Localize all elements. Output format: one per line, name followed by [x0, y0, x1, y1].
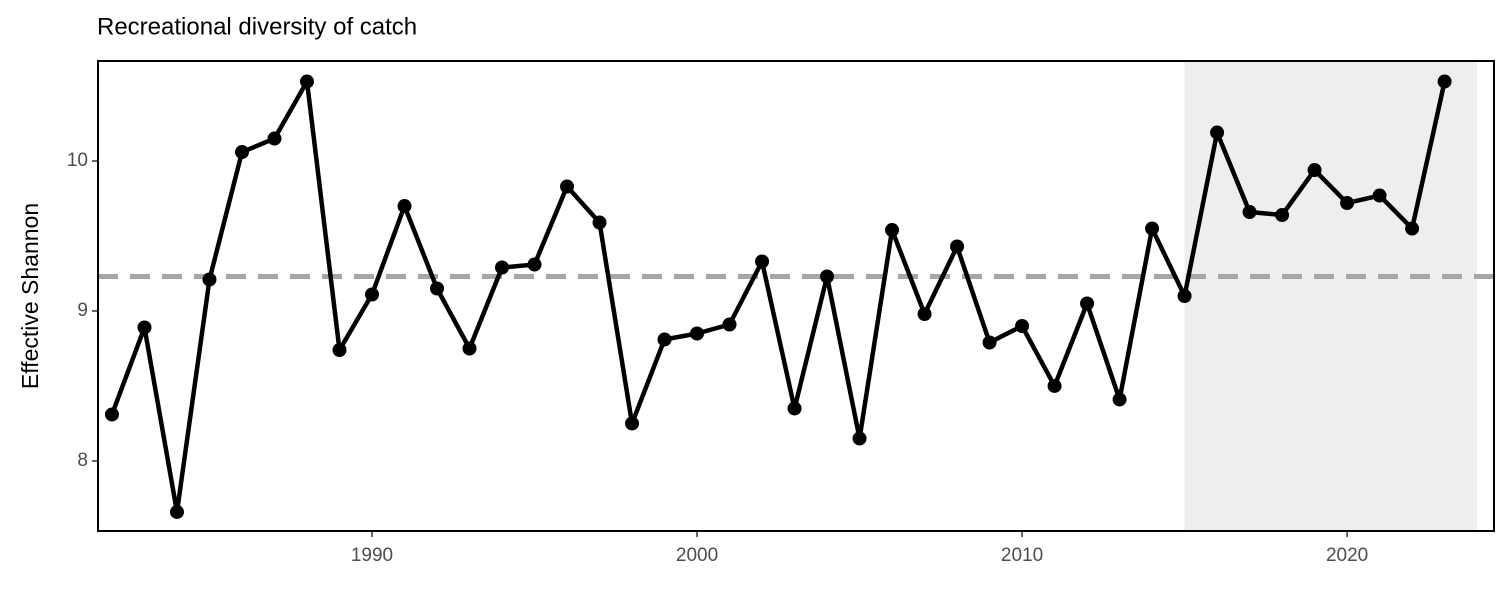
data-point — [560, 179, 575, 194]
shaded-region — [1184, 61, 1478, 531]
data-point — [430, 281, 445, 296]
data-point — [917, 306, 932, 321]
data-point — [364, 287, 379, 302]
data-point — [137, 320, 152, 335]
data-point — [657, 332, 672, 347]
data-point — [267, 131, 282, 146]
data-point — [397, 199, 412, 214]
data-point — [852, 431, 867, 446]
data-point — [1275, 208, 1290, 223]
plot-border — [97, 60, 1495, 532]
data-point — [462, 341, 477, 356]
data-point — [1015, 318, 1030, 333]
data-line — [109, 79, 1447, 515]
chart-title: Recreational diversity of catch — [97, 13, 417, 40]
data-point — [787, 401, 802, 416]
data-point — [592, 215, 607, 230]
data-point — [722, 317, 737, 332]
data-point — [690, 326, 705, 341]
x-tick-label: 1990 — [351, 545, 393, 566]
data-point — [1372, 188, 1387, 203]
y-tick-label: 10 — [67, 150, 88, 171]
data-point — [1047, 378, 1062, 393]
data-point — [234, 145, 249, 160]
data-point — [1145, 221, 1160, 236]
data-point — [104, 407, 119, 422]
y-tick-label: 9 — [77, 300, 88, 321]
y-tick-label: 8 — [77, 450, 88, 471]
data-point — [1242, 205, 1257, 220]
data-point — [982, 335, 997, 350]
data-point — [1080, 296, 1095, 311]
data-point — [885, 223, 900, 238]
data-point — [755, 254, 770, 269]
data-point — [299, 74, 314, 89]
data-point — [950, 239, 965, 254]
data-point — [1210, 125, 1225, 140]
data-point — [1405, 221, 1420, 236]
data-point — [1112, 392, 1127, 407]
data-point — [820, 269, 835, 284]
data-point — [1437, 74, 1452, 89]
y-axis-label: Effective Shannon — [17, 203, 43, 389]
data-point — [1177, 289, 1192, 303]
data-point — [495, 260, 510, 275]
data-point — [169, 504, 184, 519]
data-point — [625, 416, 640, 431]
data-point — [527, 257, 542, 272]
x-tick-label: 2010 — [1001, 545, 1043, 566]
x-tick-label: 2000 — [676, 545, 718, 566]
data-point — [202, 272, 217, 287]
data-point — [332, 342, 347, 357]
data-point — [1340, 196, 1355, 211]
data-point — [1307, 163, 1322, 178]
x-tick-label: 2020 — [1326, 545, 1368, 566]
